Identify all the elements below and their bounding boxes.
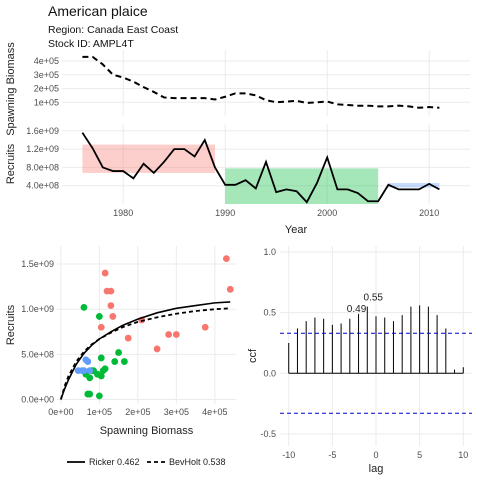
x-tick-recruits: 2000 — [317, 208, 337, 218]
y-tick-recruits: 1.2e+09 — [26, 144, 59, 154]
ccf-annotation: 0.49 — [347, 304, 367, 315]
chart-subtitle-stock-id: Stock ID: AMPL4T — [48, 38, 134, 50]
y-axis-label-ccf: ccf — [247, 348, 259, 363]
bevholt-curve — [59, 307, 231, 400]
y-tick-biomass: 2e+05 — [34, 84, 59, 94]
y-axis-label-scatter: Recruits — [5, 304, 17, 345]
ricker-curve — [60, 301, 231, 400]
scatter-point — [80, 303, 88, 311]
scatter-point — [172, 331, 180, 338]
scatter-point — [107, 302, 115, 309]
scatter-point — [124, 334, 132, 342]
y-axis-label-biomass: Spawning Biomass — [5, 42, 17, 136]
legend-label: BevHolt 0.538 — [169, 457, 226, 467]
recruits-series-line — [81, 132, 440, 204]
x-tick-scatter: 4e+05 — [202, 407, 227, 417]
chart-subtitle-region: Region: Canada East Coast — [48, 24, 179, 36]
x-tick-recruits: 2010 — [419, 208, 439, 218]
scatter-point — [80, 367, 88, 374]
regime-band — [225, 168, 379, 204]
scatter-point — [222, 255, 230, 263]
scatter-point — [82, 356, 90, 364]
scatter-point — [97, 323, 105, 331]
x-tick-ccf: -5 — [328, 450, 336, 460]
x-tick-recruits: 1980 — [113, 208, 133, 218]
y-tick-recruits: 4.0e+08 — [26, 181, 59, 191]
scatter-point — [86, 367, 94, 374]
y-tick-scatter: 5.0e+08 — [21, 349, 54, 359]
scatter-point — [99, 367, 107, 374]
y-tick-scatter: 1.5e+09 — [21, 259, 54, 269]
x-tick-ccf: -10 — [282, 450, 295, 460]
x-tick-ccf: 10 — [458, 450, 468, 460]
y-tick-ccf: -0.5 — [260, 429, 276, 439]
y-tick-scatter: 1.0e+09 — [21, 304, 54, 314]
chart-title: American plaice — [48, 3, 148, 19]
x-tick-ccf: 5 — [417, 450, 422, 460]
y-axis-label-recruits: Recruits — [5, 143, 17, 184]
scatter-point — [86, 390, 94, 398]
scatter-point — [201, 323, 209, 331]
scatter-point — [109, 313, 117, 320]
scatter-point — [95, 392, 103, 400]
y-tick-biomass: 3e+05 — [34, 70, 59, 80]
x-tick-scatter: 2e+05 — [125, 407, 150, 417]
x-tick-recruits: 1990 — [215, 208, 235, 218]
x-tick-ccf: 0 — [373, 450, 378, 460]
x-tick-scatter: 0e+00 — [48, 407, 73, 417]
scatter-point — [95, 313, 103, 320]
y-tick-scatter: 0.0e+00 — [21, 394, 54, 404]
scatter-point — [74, 367, 82, 374]
ccf-annotation: 0.55 — [364, 293, 384, 304]
x-tick-scatter: 3e+05 — [164, 407, 189, 417]
x-tick-scatter: 1e+05 — [87, 407, 112, 417]
legend-label: Ricker 0.462 — [89, 457, 140, 467]
x-axis-label-ccf: lag — [369, 463, 384, 475]
x-axis-label-recruits: Year — [285, 224, 308, 236]
y-tick-recruits: 1.6e+09 — [26, 126, 59, 136]
y-tick-ccf: 0.0 — [263, 368, 276, 378]
scatter-point — [120, 358, 128, 365]
y-tick-ccf: 0.5 — [263, 308, 276, 318]
scatter-point — [103, 287, 111, 295]
regime-band — [388, 182, 440, 188]
scatter-point — [101, 269, 109, 277]
x-axis-label-scatter: Spawning Biomass — [100, 425, 194, 437]
scatter-point — [226, 285, 234, 293]
biomass-series-line — [82, 55, 440, 109]
scatter-point — [97, 354, 105, 362]
scatter-point — [111, 358, 119, 365]
y-tick-biomass: 1e+05 — [34, 97, 59, 107]
scatter-point — [165, 331, 173, 338]
y-tick-biomass: 4e+05 — [34, 56, 59, 66]
scatter-point — [115, 349, 122, 356]
y-tick-recruits: 8.0e+08 — [26, 162, 59, 172]
scatter-point — [153, 345, 161, 353]
y-tick-ccf: 1.0 — [263, 247, 276, 257]
